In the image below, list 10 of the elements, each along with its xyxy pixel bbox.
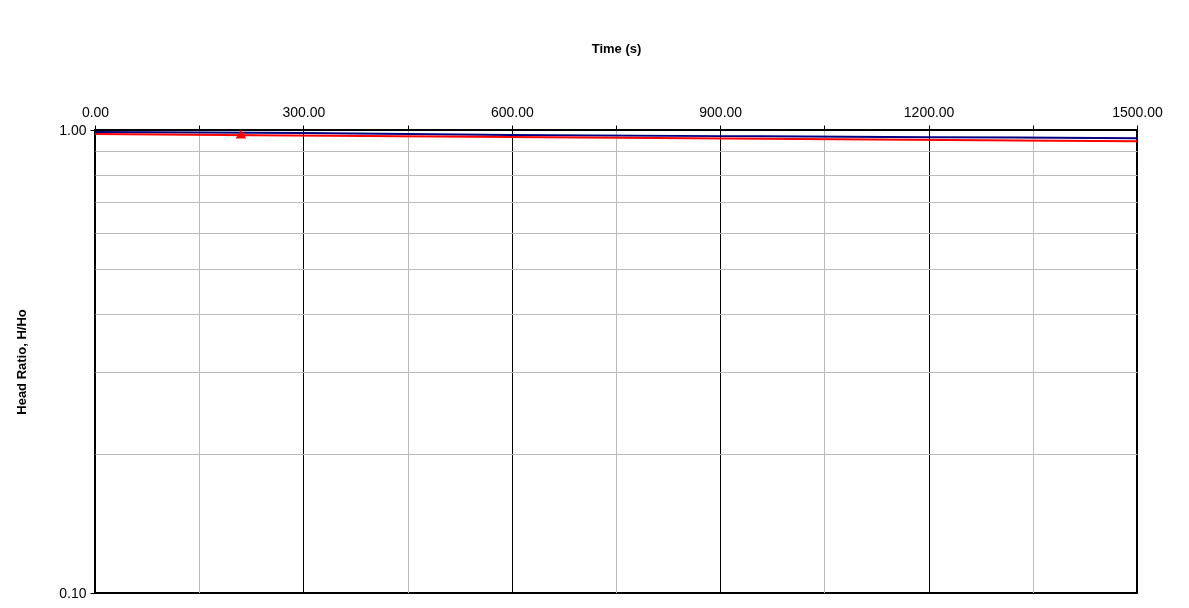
x-tick-label: 1200.00 (903, 103, 955, 120)
y-axis-title: Head Ratio, H/Ho (14, 309, 30, 415)
x-tick-label: 600.00 (490, 103, 534, 120)
y-tick-label: 0.10 (59, 584, 87, 601)
x-axis-title: Time (s) (591, 40, 642, 56)
x-tick-label: 900.00 (699, 103, 743, 120)
x-tick-label: 0.00 (81, 103, 110, 120)
x-tick-label: 1500.00 (1112, 103, 1164, 120)
y-tick-label: 1.00 (59, 121, 87, 138)
x-tick-label: 300.00 (282, 103, 326, 120)
